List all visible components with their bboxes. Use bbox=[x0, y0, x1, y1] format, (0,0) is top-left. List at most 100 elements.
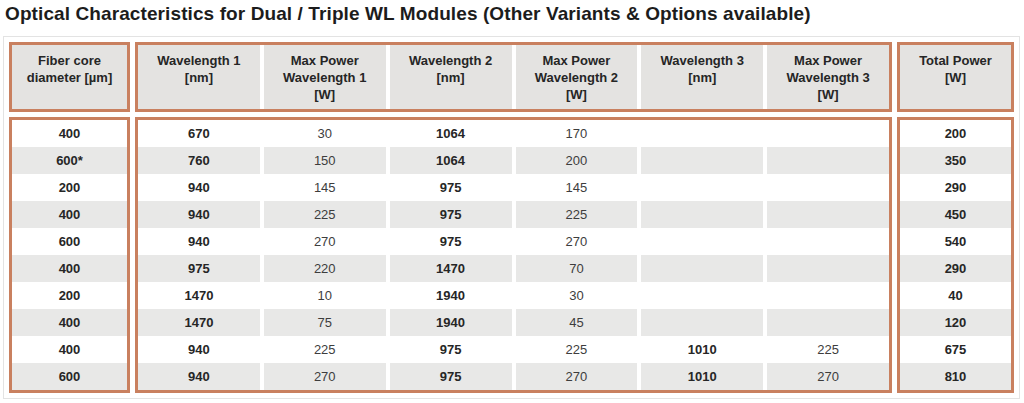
column-header-total-power: Total Power[W] bbox=[900, 45, 1011, 109]
header-box-left: Fiber corediameter [µm] bbox=[9, 42, 130, 112]
cell-max-power-wl-1-row-3: 145 bbox=[264, 174, 386, 201]
cell-total-power-row-8: 120 bbox=[900, 309, 1011, 336]
cell-max-power-wl-3-row-10: 270 bbox=[767, 363, 889, 390]
cell-max-power-wl-1-row-10: 270 bbox=[264, 363, 386, 390]
cell-max-power-wl-1-row-2: 150 bbox=[264, 147, 386, 174]
cell-max-power-wl-3-row-9: 225 bbox=[767, 336, 889, 363]
cell-wavelength-3-row-9: 1010 bbox=[641, 336, 763, 363]
cell-wavelength-2-row-10: 975 bbox=[390, 363, 512, 390]
cell-wavelength-3-row-8 bbox=[641, 309, 763, 336]
cell-max-power-wl-2-row-2: 200 bbox=[516, 147, 638, 174]
cell-total-power-row-9: 675 bbox=[900, 336, 1011, 363]
cell-wavelength-2-row-1: 1064 bbox=[390, 120, 512, 147]
cell-wavelength-2-row-9: 975 bbox=[390, 336, 512, 363]
cell-wavelength-2-row-6: 1470 bbox=[390, 255, 512, 282]
cell-max-power-wl-3-row-8 bbox=[767, 309, 889, 336]
cell-wavelength-1-row-10: 940 bbox=[138, 363, 260, 390]
page-title: Optical Characteristics for Dual / Tripl… bbox=[5, 3, 811, 25]
column-header-wavelength-3: Wavelength 3[nm] bbox=[641, 45, 763, 109]
cell-wavelength-3-row-1 bbox=[641, 120, 763, 147]
cell-wavelength-3-row-5 bbox=[641, 228, 763, 255]
cell-wavelength-1-row-5: 940 bbox=[138, 228, 260, 255]
cell-max-power-wl-1-row-7: 10 bbox=[264, 282, 386, 309]
data-box-left: 400600*200400600400200400400600 bbox=[9, 117, 130, 393]
cell-wavelength-3-row-7 bbox=[641, 282, 763, 309]
cell-max-power-wl-3-row-4 bbox=[767, 201, 889, 228]
column-header-max-power-wl-3: Max PowerWavelength 3[W] bbox=[767, 45, 889, 109]
cell-max-power-wl-2-row-5: 270 bbox=[516, 228, 638, 255]
data-box-right: 20035029045054029040120675810 bbox=[897, 117, 1014, 393]
cell-max-power-wl-1-row-9: 225 bbox=[264, 336, 386, 363]
cell-wavelength-2-row-3: 975 bbox=[390, 174, 512, 201]
cell-wavelength-1-row-9: 940 bbox=[138, 336, 260, 363]
cell-max-power-wl-1-row-6: 220 bbox=[264, 255, 386, 282]
cell-fiber-core-diameter-row-6: 400 bbox=[12, 255, 127, 282]
cell-max-power-wl-2-row-6: 70 bbox=[516, 255, 638, 282]
cell-wavelength-3-row-2 bbox=[641, 147, 763, 174]
cell-max-power-wl-2-row-10: 270 bbox=[516, 363, 638, 390]
data-group-left: 400600*200400600400200400400600 bbox=[12, 120, 127, 390]
column-header-max-power-wl-2: Max PowerWavelength 2[W] bbox=[516, 45, 638, 109]
cell-wavelength-3-row-10: 1010 bbox=[641, 363, 763, 390]
header-box-right: Total Power[W] bbox=[897, 42, 1014, 112]
cell-max-power-wl-3-row-6 bbox=[767, 255, 889, 282]
data-group-right: 20035029045054029040120675810 bbox=[900, 120, 1011, 390]
cell-total-power-row-7: 40 bbox=[900, 282, 1011, 309]
cell-total-power-row-4: 450 bbox=[900, 201, 1011, 228]
cell-total-power-row-5: 540 bbox=[900, 228, 1011, 255]
header-group-middle: Wavelength 1[nm]Max PowerWavelength 1[W]… bbox=[138, 45, 889, 109]
cell-total-power-row-2: 350 bbox=[900, 147, 1011, 174]
cell-max-power-wl-1-row-5: 270 bbox=[264, 228, 386, 255]
cell-fiber-core-diameter-row-1: 400 bbox=[12, 120, 127, 147]
cell-fiber-core-diameter-row-10: 600 bbox=[12, 363, 127, 390]
cell-total-power-row-1: 200 bbox=[900, 120, 1011, 147]
cell-wavelength-1-row-6: 975 bbox=[138, 255, 260, 282]
column-header-wavelength-1: Wavelength 1[nm] bbox=[138, 45, 260, 109]
cell-wavelength-2-row-7: 1940 bbox=[390, 282, 512, 309]
cell-wavelength-1-row-4: 940 bbox=[138, 201, 260, 228]
cell-wavelength-2-row-8: 1940 bbox=[390, 309, 512, 336]
cell-fiber-core-diameter-row-4: 400 bbox=[12, 201, 127, 228]
cell-total-power-row-10: 810 bbox=[900, 363, 1011, 390]
cell-max-power-wl-3-row-1 bbox=[767, 120, 889, 147]
cell-max-power-wl-3-row-3 bbox=[767, 174, 889, 201]
cell-max-power-wl-2-row-8: 45 bbox=[516, 309, 638, 336]
cell-max-power-wl-2-row-4: 225 bbox=[516, 201, 638, 228]
table-frame: Fiber corediameter [µm] Wavelength 1[nm]… bbox=[3, 36, 1020, 399]
cell-wavelength-3-row-6 bbox=[641, 255, 763, 282]
cell-wavelength-1-row-8: 1470 bbox=[138, 309, 260, 336]
cell-wavelength-1-row-7: 1470 bbox=[138, 282, 260, 309]
cell-wavelength-1-row-2: 760 bbox=[138, 147, 260, 174]
cell-wavelength-3-row-4 bbox=[641, 201, 763, 228]
cell-max-power-wl-1-row-8: 75 bbox=[264, 309, 386, 336]
column-header-max-power-wl-1: Max PowerWavelength 1[W] bbox=[264, 45, 386, 109]
cell-wavelength-1-row-3: 940 bbox=[138, 174, 260, 201]
cell-total-power-row-6: 290 bbox=[900, 255, 1011, 282]
header-group-left: Fiber corediameter [µm] bbox=[12, 45, 127, 109]
cell-max-power-wl-2-row-3: 145 bbox=[516, 174, 638, 201]
cell-fiber-core-diameter-row-5: 600 bbox=[12, 228, 127, 255]
cell-wavelength-2-row-5: 975 bbox=[390, 228, 512, 255]
cell-max-power-wl-2-row-9: 225 bbox=[516, 336, 638, 363]
cell-fiber-core-diameter-row-3: 200 bbox=[12, 174, 127, 201]
cell-max-power-wl-1-row-4: 225 bbox=[264, 201, 386, 228]
cell-max-power-wl-3-row-7 bbox=[767, 282, 889, 309]
cell-max-power-wl-2-row-1: 170 bbox=[516, 120, 638, 147]
cell-fiber-core-diameter-row-2: 600* bbox=[12, 147, 127, 174]
header-group-right: Total Power[W] bbox=[900, 45, 1011, 109]
cell-total-power-row-3: 290 bbox=[900, 174, 1011, 201]
cell-wavelength-2-row-2: 1064 bbox=[390, 147, 512, 174]
cell-wavelength-3-row-3 bbox=[641, 174, 763, 201]
cell-fiber-core-diameter-row-7: 200 bbox=[12, 282, 127, 309]
cell-max-power-wl-3-row-2 bbox=[767, 147, 889, 174]
cell-wavelength-2-row-4: 975 bbox=[390, 201, 512, 228]
cell-fiber-core-diameter-row-9: 400 bbox=[12, 336, 127, 363]
data-box-middle: 6703010641707601501064200940145975145940… bbox=[135, 117, 892, 393]
cell-wavelength-1-row-1: 670 bbox=[138, 120, 260, 147]
data-group-middle: 6703010641707601501064200940145975145940… bbox=[138, 120, 889, 390]
optical-characteristics-table: Fiber corediameter [µm] Wavelength 1[nm]… bbox=[9, 42, 1014, 393]
cell-fiber-core-diameter-row-8: 400 bbox=[12, 309, 127, 336]
column-header-fiber-core-diameter: Fiber corediameter [µm] bbox=[12, 45, 127, 109]
cell-max-power-wl-1-row-1: 30 bbox=[264, 120, 386, 147]
cell-max-power-wl-3-row-5 bbox=[767, 228, 889, 255]
